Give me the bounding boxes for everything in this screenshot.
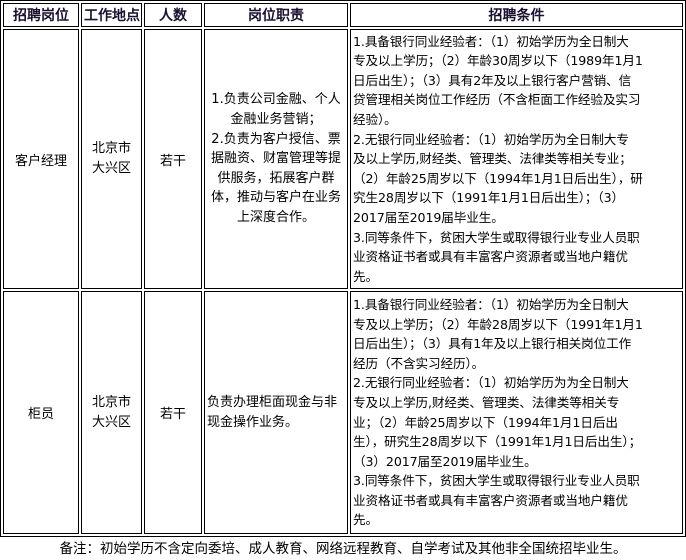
duties-cell: 负责办理柜面现金与非 现金操作业务。	[204, 291, 348, 534]
text-line: 业资格证书者或具有丰富客户资源者或当地户籍优	[353, 249, 628, 265]
text-line: 先。	[353, 268, 378, 284]
text-line: 1.负责公司金融、个人	[211, 92, 341, 108]
text-line: 日后出生）；（3）具有1年及以上银行相关岗位工作	[353, 336, 632, 352]
text-line: 业；（2）年龄25周岁以下（1994年1月1日后出	[353, 414, 618, 430]
text-line: 3.同等条件下，贫困大学生或取得银行业专业人员职	[353, 229, 640, 245]
text-line: 3.同等条件下，贫困大学生或取得银行业专业人员职	[353, 473, 640, 489]
text-line: 上深度合作。	[236, 209, 315, 225]
text-line: 专及以上学历；（2）年龄28周岁以下（1991年1月1	[353, 316, 643, 332]
text-line: （3）2017届至2019届毕业生。	[353, 453, 537, 469]
location-line: 北京市	[91, 394, 131, 410]
text-line: 日后出生）；（3）具有2年及以上银行客户营销、信	[353, 72, 632, 88]
text-line: 负责办理柜面现金与非	[207, 394, 338, 410]
count-cell: 若干	[144, 29, 202, 289]
location-line: 大兴区	[91, 161, 131, 176]
recruitment-table: 招聘岗位 工作地点 人数 岗位职责 招聘条件 客户经理 北京市 大兴区 若干 1…	[0, 0, 686, 537]
text-line: 供服务，拓展客户群	[217, 170, 335, 186]
text-line: 2.无银行同业经验者：（1）初始学历为为全日制大	[353, 375, 629, 391]
header-count: 人数	[144, 3, 202, 27]
text-line: 据融资、财富管理等提	[210, 151, 341, 167]
text-line: （2）年龄25周岁以下（1994年1月1日后出生），研	[353, 170, 643, 186]
text-line: 1.具备银行同业经验者：（1）初始学历为全日制大	[353, 296, 629, 312]
header-duties: 岗位职责	[204, 3, 348, 27]
location-line: 北京市	[91, 141, 131, 157]
footnote: 备注：初始学历不含定向委培、成人教育、网络远程教育、自学考试及其他非全国统招毕业…	[59, 541, 627, 557]
text-line: 业资格证书者或具有丰富客户资源者或当地户籍优	[353, 492, 628, 508]
text-line: 金融业务营销；	[230, 112, 322, 128]
text-line: 2.无银行同业经验者：（1）初始学历为全日制大专	[353, 131, 629, 147]
text-line: 究生28周岁以下（1991年1月1日后出生）；（3）	[353, 190, 625, 206]
text-line: 2.负责为客户授信、票	[211, 131, 341, 147]
requirements-cell: 1.具备银行同业经验者：（1）初始学历为全日制大 专及以上学历；（2）年龄30周岁…	[350, 29, 683, 289]
count-cell: 若干	[144, 291, 202, 534]
text-line: 经验）。	[353, 112, 397, 128]
header-position: 招聘岗位	[3, 3, 79, 27]
position-cell: 柜员	[3, 291, 79, 534]
table-row: 柜员 北京市 大兴区 若干 负责办理柜面现金与非 现金操作业务。 1.具备银行同业…	[3, 291, 683, 534]
position-cell: 客户经理	[3, 29, 79, 289]
text-line: 及以上学历,财经类、管理类、法律类等相关专业；	[353, 151, 632, 167]
text-line: 生），研究生28周岁以下（1991年1月1日后出生）；	[353, 434, 642, 450]
text-line: 贷管理相关岗位工作经历（不含柜面工作经验及实习	[353, 92, 641, 108]
header-row: 招聘岗位 工作地点 人数 岗位职责 招聘条件	[3, 3, 683, 27]
location-line: 大兴区	[91, 414, 131, 430]
text-line: 专及以上学历,财经类、管理类、法律类等相关专	[353, 394, 620, 410]
text-line: 经历（不含实习经历）。	[353, 355, 485, 371]
text-line: 先。	[353, 512, 378, 528]
text-line: 1.具备银行同业经验者：（1）初始学历为全日制大	[353, 33, 629, 49]
text-line: 体，推动与客户在业务	[210, 190, 341, 206]
text-line: 2017届至2019届毕业生。	[353, 209, 504, 225]
location-cell: 北京市 大兴区	[81, 291, 142, 534]
duties-cell: 1.负责公司金融、个人 金融业务营销； 2.负责为客户授信、票 据融资、财富管理等提供…	[204, 29, 348, 289]
text-line: 专及以上学历；（2）年龄30周岁以下（1989年1月1	[353, 53, 643, 69]
requirements-cell: 1.具备银行同业经验者：（1）初始学历为全日制大 专及以上学历；（2）年龄28周岁…	[350, 291, 683, 534]
header-location: 工作地点	[81, 3, 142, 27]
table-row: 客户经理 北京市 大兴区 若干 1.负责公司金融、个人 金融业务营销； 2.负责为客…	[3, 29, 683, 289]
header-requirements: 招聘条件	[350, 3, 683, 27]
text-line: 现金操作业务。	[207, 414, 299, 430]
location-cell: 北京市 大兴区	[81, 29, 142, 289]
